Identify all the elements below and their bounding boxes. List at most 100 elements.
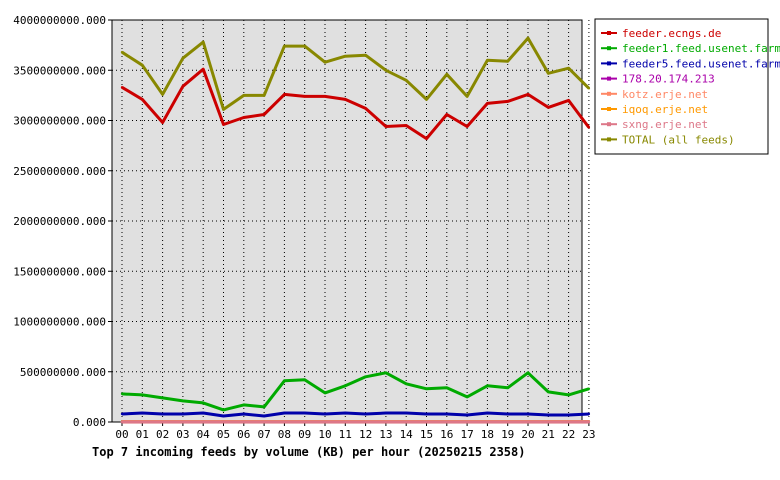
data-point bbox=[283, 379, 286, 382]
legend-marker bbox=[607, 107, 611, 111]
x-tick-label: 18 bbox=[481, 428, 494, 441]
data-point bbox=[303, 420, 306, 423]
x-tick-label: 21 bbox=[542, 428, 555, 441]
data-point bbox=[323, 391, 327, 395]
grid bbox=[112, 20, 590, 422]
legend-label: kotz.erje.net bbox=[622, 88, 708, 101]
plot-area bbox=[111, 19, 583, 423]
x-tick-label: 20 bbox=[521, 428, 534, 441]
data-point bbox=[405, 411, 408, 415]
data-point bbox=[445, 412, 448, 416]
x-tick-label: 06 bbox=[237, 428, 250, 441]
data-point bbox=[547, 106, 550, 109]
data-point bbox=[161, 93, 164, 96]
x-tick-label: 09 bbox=[298, 428, 311, 441]
data-point bbox=[465, 413, 469, 417]
data-point bbox=[405, 124, 408, 127]
y-tick-label: 0.000 bbox=[73, 416, 106, 429]
y-tick-label: 1500000000.000 bbox=[13, 265, 106, 278]
y-tick-label: 1000000000.000 bbox=[13, 316, 106, 329]
data-point bbox=[425, 137, 428, 140]
data-point bbox=[141, 393, 144, 397]
data-point bbox=[465, 95, 469, 98]
data-point bbox=[141, 98, 144, 101]
y-tick-label: 4000000000.000 bbox=[13, 14, 106, 27]
y-tick-label: 2500000000.000 bbox=[13, 165, 106, 178]
x-tick-label: 12 bbox=[359, 428, 372, 441]
x-tick-label: 15 bbox=[420, 428, 433, 441]
x-tick-label: 11 bbox=[339, 428, 352, 441]
data-point bbox=[384, 125, 388, 128]
legend-marker bbox=[607, 122, 611, 127]
data-point bbox=[364, 420, 367, 423]
data-point bbox=[384, 411, 388, 415]
data-point bbox=[323, 95, 327, 98]
data-point bbox=[262, 94, 266, 97]
x-tick-label: 05 bbox=[217, 428, 230, 441]
data-point bbox=[181, 412, 185, 416]
data-point bbox=[222, 108, 225, 111]
data-point bbox=[120, 420, 124, 423]
data-point bbox=[384, 420, 388, 423]
data-point bbox=[283, 44, 286, 48]
data-point bbox=[405, 420, 408, 423]
data-point bbox=[222, 123, 225, 126]
data-point bbox=[262, 414, 266, 418]
data-point bbox=[465, 395, 469, 399]
data-point bbox=[526, 93, 530, 96]
data-point bbox=[405, 382, 408, 386]
series-line-2 bbox=[121, 411, 589, 418]
data-point bbox=[587, 126, 591, 129]
legend-label: feeder1.feed.usenet.farm bbox=[622, 42, 780, 55]
data-point bbox=[587, 420, 591, 423]
data-point bbox=[344, 54, 347, 58]
data-point bbox=[445, 420, 448, 423]
data-point bbox=[120, 412, 124, 416]
data-point bbox=[526, 371, 530, 374]
data-point bbox=[567, 420, 570, 423]
legend-label: feeder5.feed.usenet.farm bbox=[622, 57, 780, 70]
data-point bbox=[141, 420, 144, 423]
x-tick-label: 00 bbox=[115, 428, 128, 441]
data-point bbox=[526, 412, 530, 416]
legend-label: iqoq.erje.net bbox=[622, 103, 708, 116]
y-tick-label: 500000000.000 bbox=[20, 366, 106, 379]
data-point bbox=[242, 94, 245, 97]
data-point bbox=[344, 411, 347, 415]
x-tick-label: 03 bbox=[176, 428, 189, 441]
data-point bbox=[364, 375, 367, 378]
data-point bbox=[587, 87, 591, 90]
data-point bbox=[506, 100, 509, 103]
data-point bbox=[262, 405, 266, 409]
data-point bbox=[202, 68, 205, 71]
data-point bbox=[242, 412, 245, 416]
data-point bbox=[283, 93, 286, 96]
data-point bbox=[567, 413, 570, 417]
data-point bbox=[425, 98, 428, 101]
data-point bbox=[506, 420, 509, 423]
data-point bbox=[425, 387, 428, 391]
data-point bbox=[222, 414, 225, 418]
x-tick-label: 07 bbox=[257, 428, 270, 441]
data-point bbox=[303, 411, 306, 415]
data-point bbox=[161, 396, 164, 400]
data-point bbox=[202, 40, 205, 44]
data-point bbox=[202, 401, 205, 405]
data-point bbox=[364, 107, 367, 110]
data-point bbox=[567, 67, 570, 70]
x-tick-label: 22 bbox=[562, 428, 575, 441]
x-tick-label: 08 bbox=[278, 428, 291, 441]
data-point bbox=[547, 413, 550, 417]
data-point bbox=[526, 36, 530, 40]
data-point bbox=[262, 113, 266, 116]
data-point bbox=[120, 392, 124, 396]
data-point bbox=[465, 125, 469, 128]
data-point bbox=[486, 102, 489, 105]
data-point bbox=[506, 412, 509, 416]
y-tick-label: 3500000000.000 bbox=[13, 64, 106, 77]
data-point bbox=[242, 403, 245, 407]
legend-marker bbox=[607, 76, 611, 81]
data-point bbox=[486, 384, 489, 388]
data-point bbox=[486, 411, 489, 415]
series-line-7 bbox=[121, 36, 590, 111]
